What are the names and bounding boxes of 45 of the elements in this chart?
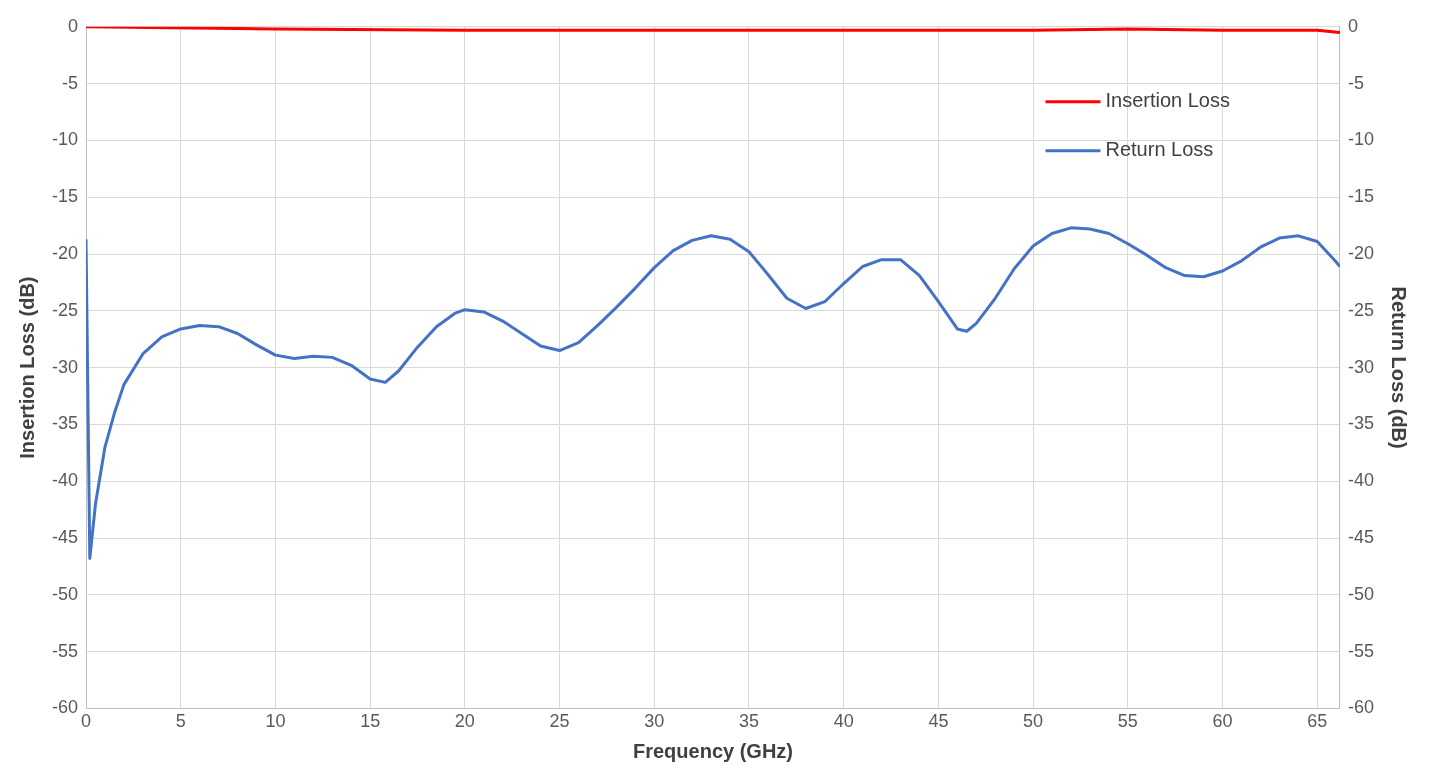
x-tick-label: 45 [928, 711, 949, 732]
x-tick-label: 10 [265, 711, 286, 732]
y2-tick-label: -50 [1347, 583, 1374, 604]
y-tick-label: -60 [52, 697, 79, 718]
x-tick-label: 30 [644, 711, 665, 732]
y-tick-label: 0 [68, 15, 79, 36]
y2-tick-label: -35 [1347, 413, 1374, 434]
y2-tick-label: -5 [1347, 72, 1364, 93]
y-axis-title: Insertion Loss (dB) [15, 276, 38, 459]
y2-tick-label: -40 [1347, 470, 1374, 491]
y-tick-label: -45 [52, 526, 79, 547]
y-tick-label: -20 [52, 242, 79, 263]
x-tick-label: 40 [833, 711, 854, 732]
y2-tick-label: 0 [1347, 15, 1358, 36]
y-tick-label: -5 [62, 72, 79, 93]
y2-tick-label: -60 [1347, 697, 1374, 718]
y2-tick-label: -25 [1347, 299, 1374, 320]
y-tick-label: -35 [52, 413, 79, 434]
x-tick-label: 20 [454, 711, 475, 732]
x-axis-title: Frequency (GHz) [632, 739, 794, 762]
y2-axis-title: Return Loss (dB) [1388, 286, 1411, 449]
y-tick-label: -55 [52, 640, 79, 661]
y-tick-label: -25 [52, 299, 79, 320]
x-tick-label: 60 [1212, 711, 1233, 732]
y2-tick-label: -20 [1347, 242, 1374, 263]
y2-tick-label: -15 [1347, 186, 1374, 207]
x-tick-label: 25 [549, 711, 570, 732]
y-tick-label: -15 [52, 186, 79, 207]
y-tick-label: -50 [52, 583, 79, 604]
y-tick-label: -30 [52, 356, 79, 377]
y2-tick-label: -30 [1347, 356, 1374, 377]
x-tick-label: 15 [360, 711, 381, 732]
y-tick-label: -10 [52, 129, 79, 150]
y-tick-label: -40 [52, 470, 79, 491]
x-tick-label: 50 [1023, 711, 1044, 732]
y2-tick-label: -45 [1347, 526, 1374, 547]
y2-tick-label: -10 [1347, 129, 1374, 150]
legend-label: Return Loss [1105, 138, 1214, 161]
x-tick-label: 55 [1117, 711, 1138, 732]
y2-tick-label: -55 [1347, 640, 1374, 661]
legend-label: Insertion Loss [1105, 89, 1230, 112]
x-tick-label: 0 [81, 711, 92, 732]
x-tick-label: 65 [1307, 711, 1328, 732]
x-tick-label: 5 [175, 711, 186, 732]
x-tick-label: 35 [738, 711, 760, 732]
